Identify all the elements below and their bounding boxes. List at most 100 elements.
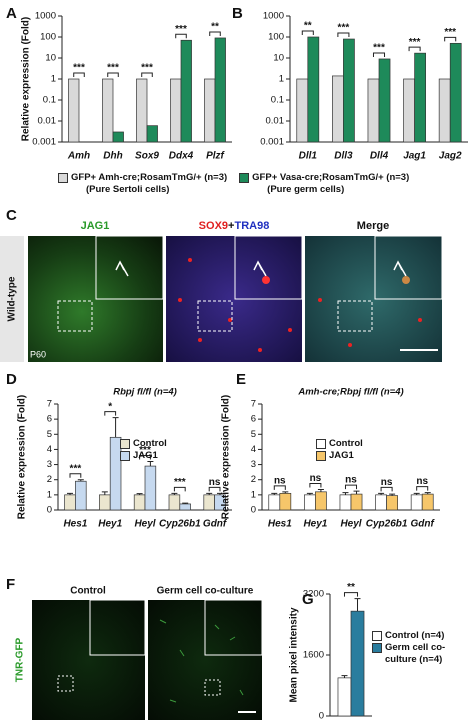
bar bbox=[102, 78, 114, 143]
significance-bracket bbox=[208, 486, 221, 492]
y-tick-label: 100 bbox=[268, 32, 284, 43]
y-tick-label: 10 bbox=[45, 53, 56, 64]
legend-item: JAG1 bbox=[120, 450, 200, 462]
significance-label: ns bbox=[381, 477, 393, 488]
error-bar bbox=[271, 492, 278, 495]
bar bbox=[170, 78, 182, 143]
x-tick-label: Jag1 bbox=[403, 151, 426, 162]
y-tick-label: 0.01 bbox=[266, 116, 285, 127]
insets bbox=[57, 599, 263, 696]
y-tick-label: 0.01 bbox=[38, 116, 57, 127]
error-bar bbox=[389, 493, 396, 496]
y-tick-label: 10 bbox=[273, 53, 284, 64]
x-tick-label: Dll4 bbox=[370, 151, 389, 162]
error-bar bbox=[413, 492, 420, 495]
bar bbox=[339, 494, 352, 511]
bar bbox=[378, 58, 391, 143]
marked-cell bbox=[402, 276, 410, 284]
significance-bracket bbox=[73, 72, 85, 77]
error-bar bbox=[101, 491, 108, 495]
bar bbox=[144, 465, 157, 511]
legend-entry: Control bbox=[316, 438, 396, 450]
error-bar bbox=[206, 492, 213, 495]
error-bar bbox=[353, 490, 360, 495]
error-bar bbox=[77, 479, 84, 482]
legend: Control JAG1 bbox=[316, 438, 396, 462]
error-bar bbox=[171, 492, 178, 495]
significance-label: ** bbox=[347, 582, 355, 593]
legend-label: JAG1 bbox=[133, 450, 158, 461]
legend: Control JAG1 bbox=[120, 438, 200, 462]
significance-label: *** bbox=[139, 445, 151, 456]
error-bar bbox=[112, 417, 119, 438]
x-tick-label: Dhh bbox=[103, 151, 122, 162]
chart-title: Rbpj fl/fl (n=4) bbox=[113, 387, 177, 398]
bar bbox=[315, 491, 327, 511]
x-tick-label: Dll3 bbox=[334, 151, 353, 162]
x-tick-label: Heyl bbox=[340, 519, 361, 530]
insets bbox=[57, 235, 443, 332]
x-tick-label: Hey1 bbox=[303, 519, 327, 530]
bar bbox=[136, 78, 148, 143]
x-tick-label: Cyp26b1 bbox=[366, 519, 408, 530]
error-bar bbox=[341, 675, 348, 678]
significance-bracket bbox=[444, 36, 457, 42]
panel-letter: G bbox=[302, 591, 314, 608]
bar bbox=[268, 494, 281, 511]
significance-bracket bbox=[408, 46, 421, 52]
bar bbox=[403, 78, 415, 143]
bar bbox=[146, 125, 158, 143]
legend-swatch bbox=[120, 451, 130, 461]
y-axis-label: Relative expression (Fold) bbox=[17, 395, 28, 519]
significance-label: ns bbox=[416, 476, 428, 487]
panel-letter: D bbox=[6, 371, 17, 388]
error-bar bbox=[354, 598, 361, 612]
legend-swatch bbox=[239, 173, 250, 183]
legend-entry: Control bbox=[120, 438, 200, 450]
significance-label: *** bbox=[373, 43, 385, 54]
column-header: Control bbox=[70, 586, 106, 597]
bar bbox=[204, 78, 216, 143]
bar bbox=[133, 494, 146, 511]
x-tick-label: Jag2 bbox=[439, 151, 462, 162]
bar bbox=[375, 494, 387, 511]
error-bar bbox=[67, 492, 74, 495]
significance-label: ns bbox=[310, 473, 322, 484]
legend-swatch bbox=[372, 643, 382, 653]
significance-label: *** bbox=[70, 463, 82, 474]
y-tick-label: 1600 bbox=[303, 650, 324, 661]
bar bbox=[168, 494, 181, 511]
chart-title: Amh-cre;Rbpj fl/fl (n=4) bbox=[297, 387, 403, 398]
y-tick-label: 1000 bbox=[35, 11, 56, 22]
bar bbox=[449, 42, 462, 143]
bar bbox=[367, 78, 380, 143]
significance-bracket bbox=[141, 72, 153, 77]
gfp-signal bbox=[159, 619, 244, 703]
y-tick-label: 4 bbox=[251, 444, 256, 455]
significance-label: ns bbox=[209, 477, 221, 488]
significance-bracket bbox=[337, 32, 350, 38]
x-tick-label: Gdnf bbox=[203, 519, 228, 530]
legend-item: Control bbox=[120, 438, 200, 450]
significance-bracket bbox=[344, 484, 358, 490]
legend-item: GFP+ Amh-cre;RosamTmG/+ (n=3) bbox=[58, 172, 227, 184]
bar bbox=[386, 495, 398, 511]
x-tick-label: Hey1 bbox=[98, 519, 122, 530]
y-axis-label: Relative expression (Fold) bbox=[21, 17, 32, 141]
y-tick-label: 5 bbox=[47, 429, 52, 440]
x-tick-label: Dll1 bbox=[299, 151, 318, 162]
significance-bracket bbox=[380, 486, 393, 492]
bar bbox=[203, 494, 215, 511]
panel-letter: E bbox=[236, 371, 246, 388]
x-tick-label: Hes1 bbox=[268, 519, 292, 530]
y-tick-label: 0 bbox=[319, 711, 324, 722]
significance-label: *** bbox=[107, 63, 119, 74]
legend-entry: JAG1 bbox=[316, 450, 396, 462]
y-tick-label: 0.001 bbox=[260, 137, 284, 148]
column-header: Merge bbox=[357, 220, 389, 232]
panel-letter: A bbox=[6, 5, 17, 22]
legend-swatch bbox=[372, 631, 382, 641]
bar bbox=[438, 78, 451, 143]
error-bar bbox=[424, 492, 431, 495]
